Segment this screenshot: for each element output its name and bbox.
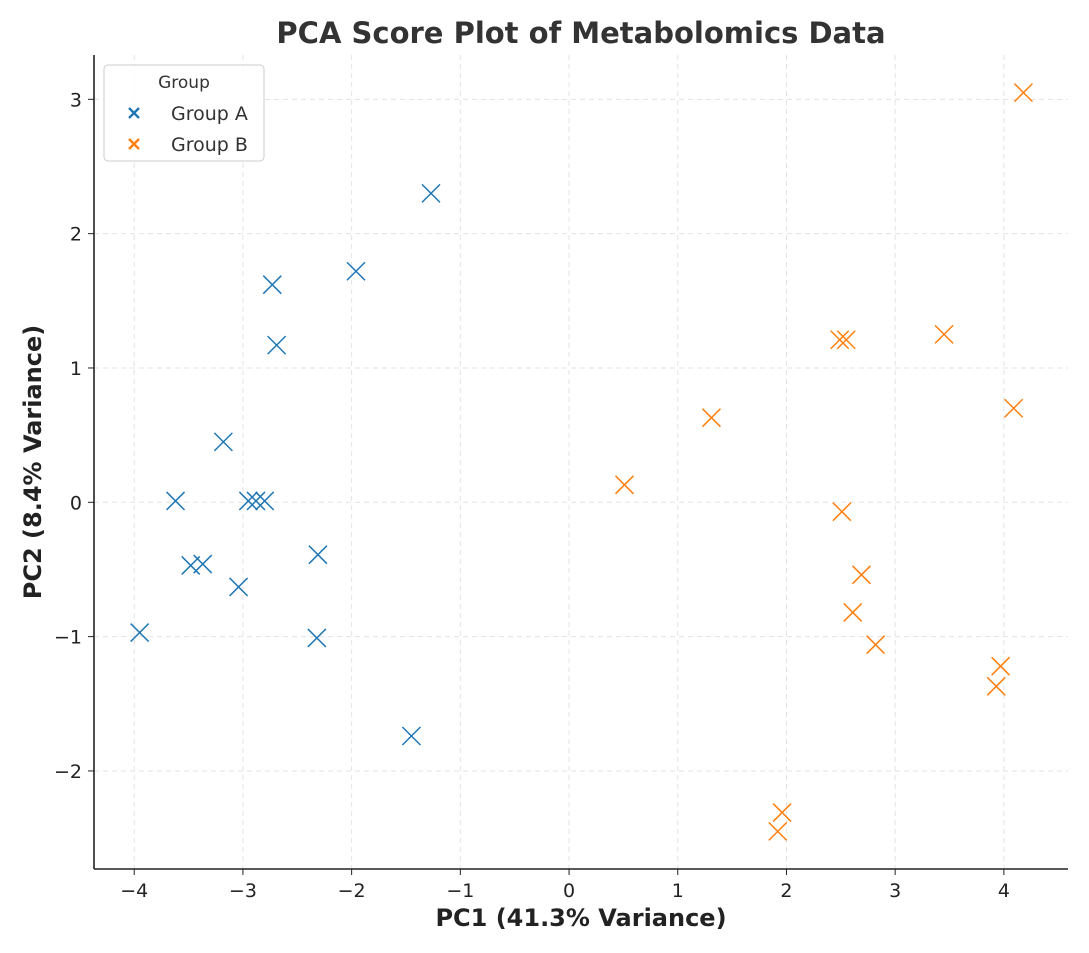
chart-title: PCA Score Plot of Metabolomics Data xyxy=(276,16,885,50)
data-point xyxy=(986,676,1006,696)
data-point xyxy=(246,491,266,511)
data-point xyxy=(1013,83,1033,103)
x-tick-label: −2 xyxy=(338,880,366,902)
data-point xyxy=(308,545,328,565)
data-point xyxy=(267,335,287,355)
series-group-a xyxy=(130,183,441,746)
legend-title: Group xyxy=(158,73,210,93)
x-tick-label: −1 xyxy=(446,880,474,902)
data-point xyxy=(213,432,233,452)
data-point xyxy=(772,803,792,823)
data-point xyxy=(255,491,275,511)
data-point xyxy=(262,275,282,295)
y-tick-label: −2 xyxy=(54,761,82,783)
ticks: −4 −3 −2 −1 0 1 2 3 4 −2 −1 0 1 2 3 xyxy=(54,89,1010,902)
x-tick-label: −3 xyxy=(229,880,257,902)
data-point xyxy=(830,330,850,350)
data-point xyxy=(836,330,856,350)
legend-label: Group A xyxy=(171,103,248,125)
data-point xyxy=(130,623,150,643)
data-point xyxy=(165,491,186,511)
x-tick-label: 3 xyxy=(889,880,901,902)
legend: Group Group A Group B xyxy=(103,64,265,162)
y-tick-label: 1 xyxy=(70,358,82,380)
data-point xyxy=(307,628,327,648)
data-point xyxy=(346,261,366,281)
data-point xyxy=(866,635,886,655)
data-point xyxy=(1004,398,1024,418)
data-point xyxy=(843,602,863,622)
legend-marker-x-icon xyxy=(128,138,140,150)
legend-box xyxy=(103,64,265,162)
y-tick-label: 3 xyxy=(70,89,82,111)
series-group-b xyxy=(614,83,1033,841)
data-point xyxy=(832,502,852,522)
data-point xyxy=(421,183,441,203)
data-point xyxy=(934,324,954,344)
x-tick-label: 2 xyxy=(780,880,792,902)
data-point xyxy=(401,726,421,746)
y-tick-label: 2 xyxy=(70,224,82,246)
grid xyxy=(94,55,1068,869)
y-tick-label: −1 xyxy=(54,627,82,649)
data-point xyxy=(193,554,213,574)
x-tick-label: −4 xyxy=(120,880,148,902)
y-axis-label: PC2 (8.4% Variance) xyxy=(19,325,47,599)
data-points xyxy=(130,83,1033,841)
y-tick-label: 0 xyxy=(70,492,82,514)
legend-label: Group B xyxy=(171,134,248,156)
data-point xyxy=(768,821,788,841)
x-tick-label: 0 xyxy=(563,880,575,902)
data-point xyxy=(238,491,258,511)
data-point xyxy=(181,555,201,575)
x-tick-label: 4 xyxy=(998,880,1010,902)
data-point xyxy=(614,475,635,495)
data-point xyxy=(991,656,1011,676)
data-point xyxy=(229,577,249,597)
x-tick-label: 1 xyxy=(672,880,684,902)
data-point xyxy=(701,408,721,428)
x-axis-label: PC1 (41.3% Variance) xyxy=(435,904,726,932)
data-point xyxy=(851,565,871,585)
legend-marker-x-icon xyxy=(128,107,140,119)
